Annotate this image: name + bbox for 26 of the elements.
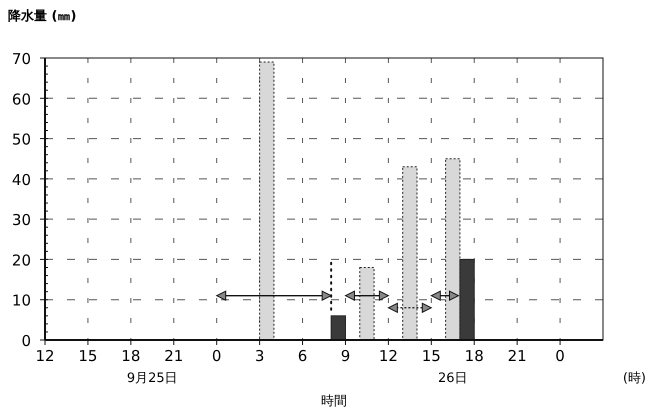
x-tick-label: 18 bbox=[121, 347, 140, 365]
y-tick-label: 40 bbox=[12, 170, 31, 189]
y-tick-label: 30 bbox=[12, 211, 31, 230]
y-tick-label: 20 bbox=[12, 251, 31, 270]
y-tick-label: 60 bbox=[12, 90, 31, 108]
y-tick-label: 0 bbox=[21, 332, 31, 350]
x-tick-label: 0 bbox=[212, 347, 222, 365]
x-tick-label: 12 bbox=[378, 347, 398, 365]
y-axis-title: 降水量 (㎜) bbox=[8, 9, 76, 24]
text: (時) bbox=[622, 371, 646, 386]
x-tick-label: 3 bbox=[254, 347, 264, 365]
x-tick-label: 21 bbox=[164, 347, 184, 365]
y-tick-label: 50 bbox=[12, 130, 31, 149]
x-tick-label: 9 bbox=[340, 347, 350, 365]
y-tick-label: 10 bbox=[12, 292, 31, 310]
x-tick-label: 15 bbox=[78, 347, 98, 365]
y-tick-label: 70 bbox=[12, 50, 31, 68]
x-tick-label: 0 bbox=[555, 347, 565, 365]
text: 26日 bbox=[438, 371, 468, 386]
x-tick-label: 15 bbox=[422, 347, 441, 365]
x-axis-title: 時間 bbox=[321, 394, 347, 409]
x-tick-label: 12 bbox=[35, 347, 55, 365]
text: 9月25日 bbox=[126, 371, 178, 386]
x-tick-label: 18 bbox=[464, 347, 484, 365]
x-tick-label: 21 bbox=[508, 347, 527, 365]
x-tick-label: 6 bbox=[298, 347, 308, 365]
